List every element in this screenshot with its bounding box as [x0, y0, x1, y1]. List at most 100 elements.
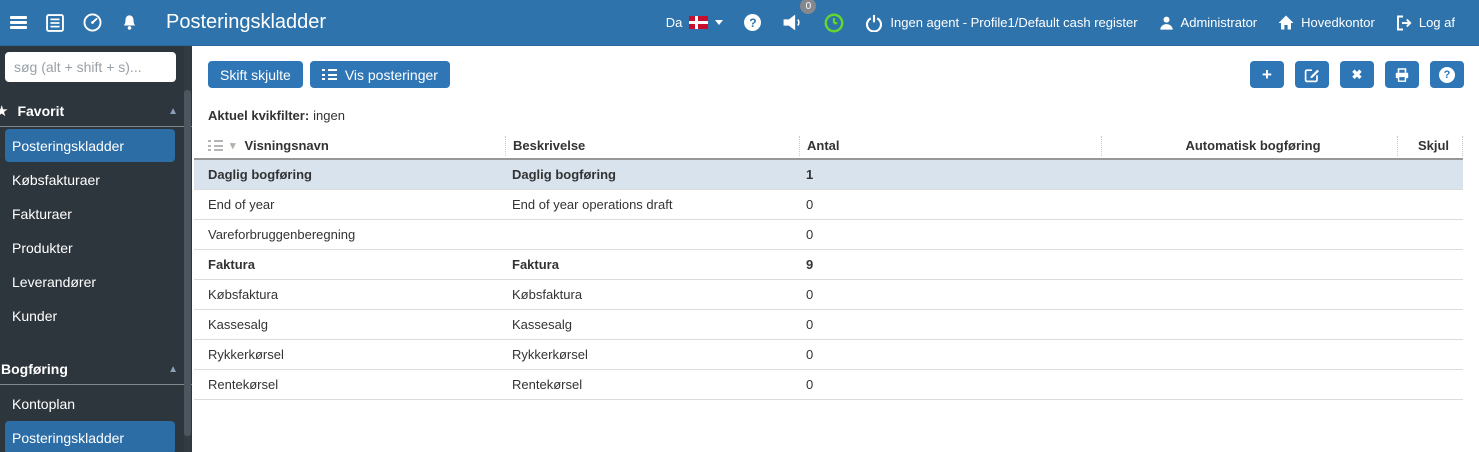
- cell-visningsnavn: Vareforbruggenberegning: [208, 227, 356, 242]
- table-row[interactable]: Rentekørsel Rentekørsel 0: [194, 370, 1463, 400]
- cell-antal: 9: [806, 257, 814, 272]
- dashboard-icon[interactable]: [82, 12, 102, 34]
- vis-posteringer-button[interactable]: Vis posteringer: [309, 61, 450, 88]
- sidebar-section-header[interactable]: ★ Favorit ▲: [0, 98, 192, 124]
- menu-icon[interactable]: [8, 12, 28, 34]
- cell-antal: 0: [806, 287, 814, 302]
- table-body: Daglig bogføring Daglig bogføring 1 End …: [194, 160, 1463, 400]
- plus-icon: +: [1262, 65, 1272, 84]
- column-header-antal[interactable]: Antal: [799, 135, 1101, 156]
- cell-beskrivelse: Faktura: [512, 257, 559, 272]
- clock-icon: [824, 13, 844, 32]
- skift-skjulte-label: Skift skjulte: [220, 66, 291, 83]
- scrollbar-thumb[interactable]: [184, 90, 191, 436]
- topbar-right: Da ? 0 Ingen agent - Profile1/Default ca…: [666, 0, 1479, 33]
- sidebar-item[interactable]: Købsfakturaer: [12, 171, 100, 188]
- caret-down-icon: [715, 20, 724, 25]
- topbar: Posteringskladder Da ? 0 Ingen agent - P…: [0, 0, 1479, 46]
- sidebar-item[interactable]: Posteringskladder: [5, 421, 175, 452]
- sidebar-item[interactable]: Leverandører: [12, 273, 97, 290]
- cell-beskrivelse: Købsfaktura: [512, 287, 583, 302]
- cell-antal: 1: [806, 167, 814, 182]
- agent-status-label: Ingen agent - Profile1/Default cash regi…: [890, 15, 1138, 30]
- sidebar-divider: [0, 384, 192, 385]
- quickfilter-label: Aktuel kvikfilter:: [208, 108, 310, 123]
- office-menu[interactable]: Hovedkontor: [1278, 15, 1375, 30]
- logout-label: Log af: [1418, 15, 1455, 30]
- cell-visningsnavn: Købsfaktura: [208, 287, 279, 302]
- cell-antal: 0: [806, 377, 814, 392]
- add-button[interactable]: +: [1250, 61, 1284, 88]
- search-input[interactable]: [5, 52, 176, 82]
- sidebar-section-header[interactable]: Bogføring ▲: [0, 356, 192, 382]
- quickfilter: Aktuel kvikfilter: ingen: [208, 108, 1479, 123]
- journal-icon[interactable]: [45, 12, 65, 34]
- sidebar-item[interactable]: Kontoplan: [12, 395, 76, 412]
- toolbar-icon-buttons: + ✖ ?: [1250, 61, 1464, 88]
- table-row[interactable]: Købsfaktura Købsfaktura 0: [194, 280, 1463, 310]
- sound-button[interactable]: 0: [782, 0, 817, 31]
- print-button[interactable]: [1385, 61, 1419, 88]
- cell-visningsnavn: Rentekørsel: [208, 377, 279, 392]
- notification-badge: 0: [800, 0, 817, 14]
- table-row[interactable]: Daglig bogføring Daglig bogføring 1: [194, 160, 1463, 190]
- column-header-visningsnavn[interactable]: ▾ Visningsnavn: [194, 136, 505, 156]
- cell-visningsnavn: Faktura: [208, 257, 255, 272]
- clock-button[interactable]: [824, 13, 844, 33]
- column-header-automatisk-bogforing[interactable]: Automatisk bogføring: [1101, 135, 1397, 156]
- chevron-down-icon[interactable]: ▾: [230, 140, 236, 152]
- table-row[interactable]: Rykkerkørsel Rykkerkørsel 0: [194, 340, 1463, 370]
- sidebar-item[interactable]: Kunder: [12, 307, 58, 324]
- table-row[interactable]: Vareforbruggenberegning 0: [194, 220, 1463, 250]
- help-icon: ?: [1439, 66, 1455, 83]
- sidebar-item[interactable]: Produkter: [12, 239, 73, 256]
- power-icon: [866, 14, 883, 32]
- delete-button[interactable]: ✖: [1340, 61, 1374, 88]
- column-header-beskrivelse[interactable]: Beskrivelse: [505, 135, 799, 156]
- vis-posteringer-label: Vis posteringer: [344, 66, 438, 83]
- sidebar-scrollbar[interactable]: [184, 46, 191, 452]
- table-row[interactable]: Kassesalg Kassesalg 0: [194, 310, 1463, 340]
- chevron-up-icon[interactable]: ▲: [168, 105, 178, 117]
- cell-antal: 0: [806, 317, 814, 332]
- chevron-up-icon[interactable]: ▲: [168, 363, 178, 375]
- sidebar: ★ Favorit ▲ Posteringskladder Købsfaktura…: [0, 46, 192, 452]
- help-button-toolbar[interactable]: ?: [1430, 61, 1464, 88]
- cell-antal: 0: [806, 227, 814, 242]
- edit-button[interactable]: [1295, 61, 1329, 88]
- language-label: Da: [665, 15, 683, 30]
- help-button[interactable]: ?: [744, 14, 762, 31]
- column-header-skjul[interactable]: Skjul: [1397, 135, 1463, 156]
- table-row[interactable]: Faktura Faktura 9: [194, 250, 1463, 280]
- sidebar-item[interactable]: Posteringskladder: [5, 129, 175, 162]
- topbar-left: Posteringskladder: [0, 0, 326, 47]
- user-menu[interactable]: Administrator: [1159, 15, 1258, 31]
- user-icon: [1159, 16, 1173, 30]
- agent-status[interactable]: Ingen agent - Profile1/Default cash regi…: [865, 14, 1138, 32]
- cell-antal: 0: [806, 347, 814, 362]
- logout-button[interactable]: Log af: [1396, 15, 1455, 31]
- toolbar: Skift skjulte Vis posteringer + ✖ ?: [208, 61, 1464, 88]
- skift-skjulte-button[interactable]: Skift skjulte: [208, 61, 303, 88]
- table-row[interactable]: End of year End of year operations draft…: [194, 190, 1463, 220]
- close-icon: ✖: [1351, 67, 1363, 82]
- user-name-label: Administrator: [1180, 15, 1258, 30]
- cell-beskrivelse: Rykkerkørsel: [512, 347, 588, 362]
- table-header: ▾ Visningsnavn Beskrivelse Antal Automat…: [194, 133, 1463, 160]
- table-menu-icon[interactable]: [208, 138, 223, 154]
- sidebar-item[interactable]: Fakturaer: [12, 205, 72, 222]
- language-selector[interactable]: Da: [666, 15, 724, 30]
- bell-icon[interactable]: [119, 12, 139, 34]
- sidebar-divider: [0, 126, 192, 127]
- cell-visningsnavn: Kassesalg: [208, 317, 268, 332]
- sidebar-section-label: Bogføring: [1, 361, 68, 377]
- logout-icon: [1396, 15, 1412, 30]
- print-icon: [1395, 67, 1409, 82]
- cell-visningsnavn: Daglig bogføring: [208, 167, 312, 182]
- danish-flag-icon: [689, 16, 709, 29]
- office-name-label: Hovedkontor: [1301, 15, 1375, 30]
- sidebar-section-label: Favorit: [17, 103, 65, 119]
- cell-beskrivelse: Kassesalg: [512, 317, 572, 332]
- main-content: Skift skjulte Vis posteringer + ✖ ? Akt: [192, 46, 1479, 452]
- list-icon: [321, 67, 337, 83]
